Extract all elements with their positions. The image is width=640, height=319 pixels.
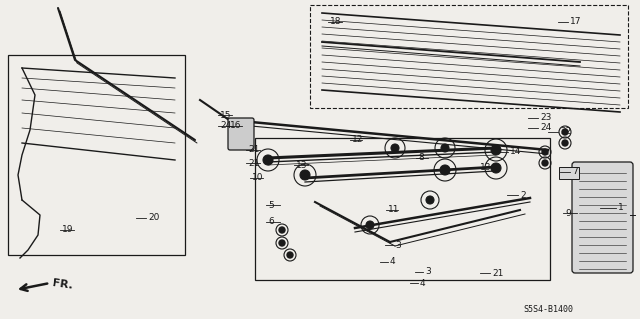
Text: 10: 10 bbox=[252, 174, 264, 182]
Text: 19: 19 bbox=[62, 226, 74, 234]
Text: 22: 22 bbox=[560, 128, 572, 137]
Circle shape bbox=[440, 165, 450, 175]
Text: 16: 16 bbox=[230, 122, 241, 130]
Text: 9: 9 bbox=[565, 209, 571, 218]
Text: 20: 20 bbox=[148, 213, 159, 222]
Text: 6: 6 bbox=[268, 218, 274, 226]
Text: 12: 12 bbox=[352, 136, 364, 145]
Text: 13: 13 bbox=[296, 160, 307, 169]
Circle shape bbox=[542, 149, 548, 155]
Text: 7: 7 bbox=[572, 167, 578, 176]
Circle shape bbox=[426, 196, 434, 204]
Text: 3: 3 bbox=[395, 241, 401, 249]
Circle shape bbox=[562, 129, 568, 135]
Text: 15: 15 bbox=[220, 110, 232, 120]
Text: 2: 2 bbox=[520, 190, 525, 199]
Text: 21: 21 bbox=[248, 159, 259, 167]
Text: 11: 11 bbox=[388, 205, 399, 214]
Text: 13: 13 bbox=[480, 164, 492, 173]
Circle shape bbox=[300, 170, 310, 180]
Text: 23: 23 bbox=[540, 114, 552, 122]
Circle shape bbox=[562, 140, 568, 146]
Text: 3: 3 bbox=[425, 268, 431, 277]
Text: 24: 24 bbox=[220, 122, 231, 130]
Circle shape bbox=[287, 252, 293, 258]
Text: 4: 4 bbox=[390, 257, 396, 266]
Text: S5S4-B1400: S5S4-B1400 bbox=[523, 306, 573, 315]
FancyBboxPatch shape bbox=[559, 167, 579, 179]
Circle shape bbox=[542, 160, 548, 166]
Circle shape bbox=[263, 155, 273, 165]
Text: 17: 17 bbox=[570, 18, 582, 26]
Text: 21: 21 bbox=[248, 145, 259, 154]
Text: 18: 18 bbox=[330, 18, 342, 26]
Text: 8: 8 bbox=[418, 153, 424, 162]
Text: 1: 1 bbox=[618, 204, 624, 212]
Bar bbox=[8, 55, 185, 255]
Text: FR.: FR. bbox=[52, 278, 74, 290]
Circle shape bbox=[391, 144, 399, 152]
Circle shape bbox=[491, 145, 501, 155]
Text: 4: 4 bbox=[420, 278, 426, 287]
Circle shape bbox=[441, 144, 449, 152]
Text: 14: 14 bbox=[510, 147, 522, 157]
FancyBboxPatch shape bbox=[228, 118, 254, 150]
Text: 24: 24 bbox=[540, 123, 551, 132]
Circle shape bbox=[366, 221, 374, 229]
Text: 5: 5 bbox=[268, 201, 274, 210]
Bar bbox=[310, 5, 628, 108]
FancyBboxPatch shape bbox=[572, 162, 633, 273]
Circle shape bbox=[491, 163, 501, 173]
Text: 21: 21 bbox=[492, 269, 504, 278]
Bar bbox=[255, 138, 550, 280]
Circle shape bbox=[279, 240, 285, 246]
Circle shape bbox=[279, 227, 285, 233]
